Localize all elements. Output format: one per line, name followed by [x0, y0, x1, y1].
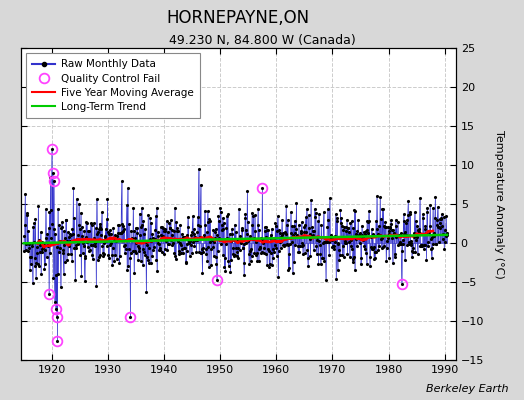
- Text: 49.230 N, 84.800 W (Canada): 49.230 N, 84.800 W (Canada): [169, 34, 355, 47]
- Legend: Raw Monthly Data, Quality Control Fail, Five Year Moving Average, Long-Term Tren: Raw Monthly Data, Quality Control Fail, …: [26, 53, 200, 118]
- Title: HORNEPAYNE,ON: HORNEPAYNE,ON: [167, 9, 310, 27]
- Y-axis label: Temperature Anomaly (°C): Temperature Anomaly (°C): [494, 130, 504, 278]
- Text: Berkeley Earth: Berkeley Earth: [426, 384, 508, 394]
